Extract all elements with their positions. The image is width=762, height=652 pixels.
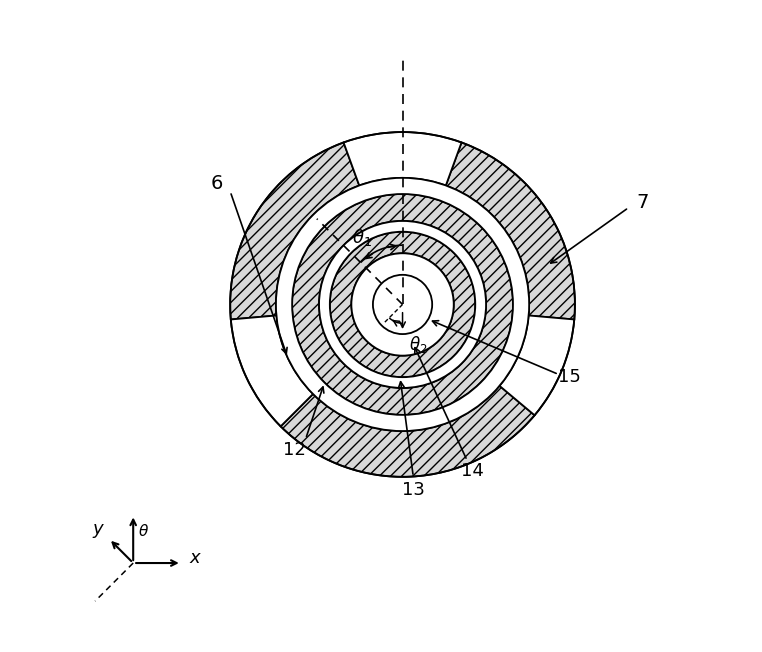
Text: $\theta_2$: $\theta_2$ [409,334,428,355]
Wedge shape [500,316,575,415]
Circle shape [351,253,453,355]
Wedge shape [230,143,359,319]
Text: $\theta_1$: $\theta_1$ [352,227,372,248]
Wedge shape [280,386,535,477]
Text: 7: 7 [636,192,648,212]
Wedge shape [231,316,313,426]
Text: 12: 12 [283,441,306,459]
Text: $\theta$: $\theta$ [139,523,149,539]
Text: $y$: $y$ [92,522,105,540]
Text: $x$: $x$ [188,549,202,567]
Wedge shape [319,221,486,388]
Wedge shape [344,132,462,185]
Text: 14: 14 [461,462,484,481]
Wedge shape [292,194,513,415]
Text: 6: 6 [210,173,223,193]
Wedge shape [446,143,575,319]
Wedge shape [330,231,475,377]
Wedge shape [276,178,529,431]
Text: 13: 13 [402,481,424,499]
Text: 15: 15 [558,368,581,386]
